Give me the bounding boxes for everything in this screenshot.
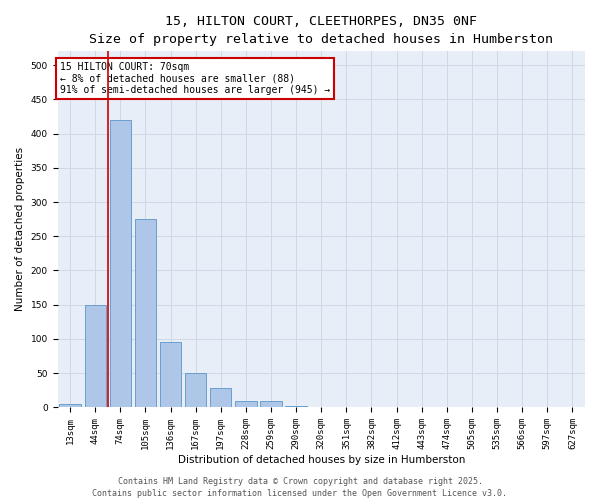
- Text: Contains HM Land Registry data © Crown copyright and database right 2025.
Contai: Contains HM Land Registry data © Crown c…: [92, 476, 508, 498]
- Bar: [59, 404, 81, 407]
- Bar: [260, 402, 282, 407]
- Bar: [235, 400, 257, 407]
- Bar: [160, 342, 181, 407]
- X-axis label: Distribution of detached houses by size in Humberston: Distribution of detached houses by size …: [178, 455, 465, 465]
- Bar: [135, 219, 156, 408]
- Bar: [85, 304, 106, 408]
- Bar: [286, 406, 307, 407]
- Bar: [210, 388, 232, 407]
- Bar: [110, 120, 131, 408]
- Text: 15 HILTON COURT: 70sqm
← 8% of detached houses are smaller (88)
91% of semi-deta: 15 HILTON COURT: 70sqm ← 8% of detached …: [60, 62, 331, 95]
- Title: 15, HILTON COURT, CLEETHORPES, DN35 0NF
Size of property relative to detached ho: 15, HILTON COURT, CLEETHORPES, DN35 0NF …: [89, 15, 553, 46]
- Y-axis label: Number of detached properties: Number of detached properties: [15, 148, 25, 312]
- Bar: [185, 373, 206, 408]
